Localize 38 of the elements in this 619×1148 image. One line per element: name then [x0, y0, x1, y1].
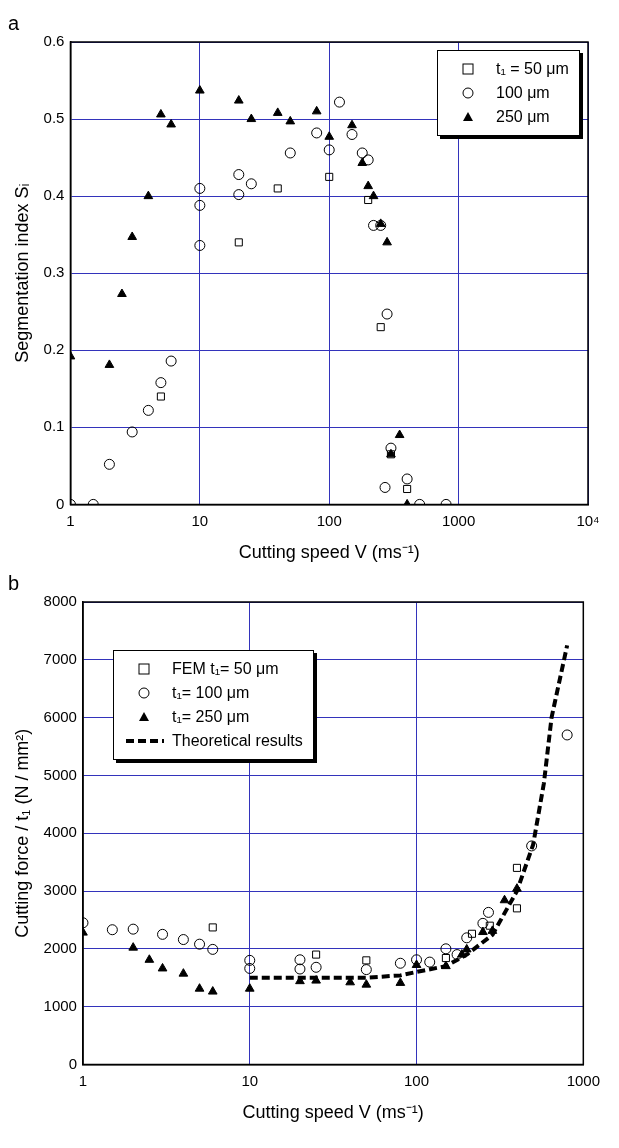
y-axis-title: Cutting force / t₁ (N / mm²)	[11, 728, 32, 938]
legend-label: 100 μm	[496, 84, 550, 102]
y-tick-label: 7000	[43, 649, 77, 667]
legend-label: t₁= 250 μm	[171, 708, 250, 726]
y-tick-label: 0.2	[43, 340, 65, 358]
y-tick-label: 3000	[43, 881, 77, 899]
x-tick-label: 100	[404, 1071, 430, 1089]
y-axis-title: Segmentation index Sᵢ	[11, 183, 32, 363]
legend-label: FEM t₁= 50 μm	[171, 660, 279, 678]
y-tick-label: 1000	[43, 996, 77, 1014]
legend-label: 250 μm	[496, 108, 550, 126]
legend-label: t₁ = 50 μm	[496, 60, 569, 78]
y-tick-label: 8000	[43, 592, 77, 610]
y-tick-label: 0.4	[43, 186, 65, 204]
x-axis-title: Cutting speed V (ms⁻¹)	[242, 1102, 424, 1123]
x-tick-label: 1	[66, 511, 75, 529]
x-tick-label: 1	[78, 1071, 88, 1089]
x-tick-label: 1000	[441, 511, 476, 529]
y-tick-label: 6000	[43, 707, 77, 725]
x-tick-label: 100	[316, 511, 342, 529]
y-tick-label: 4000	[43, 823, 77, 841]
y-tick-label: 5000	[43, 765, 77, 783]
chart-title: a	[8, 11, 20, 34]
chart-title: b	[8, 571, 20, 594]
x-tick-label: 10	[191, 511, 209, 529]
y-tick-label: 0.1	[43, 417, 65, 435]
y-tick-label: 2000	[43, 938, 77, 956]
legend-label: Theoretical results	[171, 732, 303, 750]
x-axis-title: Cutting speed V (ms⁻¹)	[238, 542, 420, 563]
y-tick-label: 0.5	[43, 109, 65, 127]
legend-label: t₁= 100 μm	[171, 684, 250, 702]
y-tick-label: 0.6	[43, 32, 65, 50]
x-tick-label: 10	[241, 1071, 259, 1089]
y-tick-label: 0	[68, 1054, 77, 1072]
x-tick-label: 1000	[566, 1071, 600, 1089]
y-tick-label: 0	[56, 494, 65, 512]
y-tick-label: 0.3	[43, 263, 65, 281]
x-tick-label: 10⁴	[576, 511, 600, 529]
